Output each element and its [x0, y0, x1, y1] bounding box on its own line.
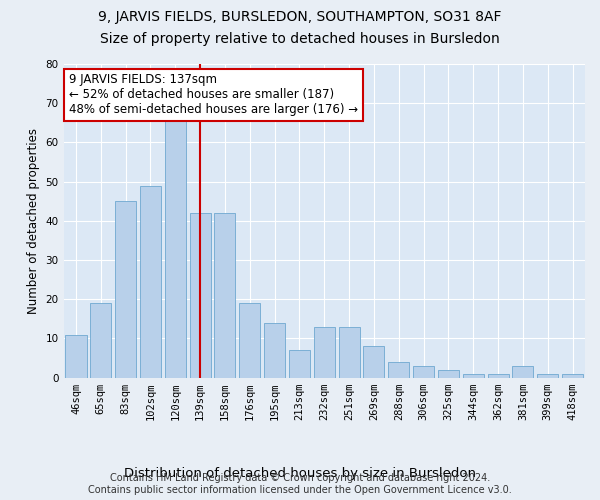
Bar — [438, 370, 459, 378]
Bar — [140, 186, 161, 378]
Bar — [488, 374, 509, 378]
Bar — [165, 119, 186, 378]
Bar — [239, 303, 260, 378]
Bar — [214, 213, 235, 378]
Bar — [413, 366, 434, 378]
Text: Size of property relative to detached houses in Bursledon: Size of property relative to detached ho… — [100, 32, 500, 46]
Bar — [512, 366, 533, 378]
Bar — [289, 350, 310, 378]
Bar — [190, 213, 211, 378]
Bar — [90, 303, 112, 378]
Bar — [463, 374, 484, 378]
Text: 9, JARVIS FIELDS, BURSLEDON, SOUTHAMPTON, SO31 8AF: 9, JARVIS FIELDS, BURSLEDON, SOUTHAMPTON… — [98, 10, 502, 24]
Text: Distribution of detached houses by size in Bursledon: Distribution of detached houses by size … — [124, 468, 476, 480]
Bar — [338, 326, 359, 378]
Text: 9 JARVIS FIELDS: 137sqm
← 52% of detached houses are smaller (187)
48% of semi-d: 9 JARVIS FIELDS: 137sqm ← 52% of detache… — [69, 74, 358, 116]
Bar — [537, 374, 559, 378]
Bar — [264, 323, 285, 378]
Y-axis label: Number of detached properties: Number of detached properties — [27, 128, 40, 314]
Bar — [115, 201, 136, 378]
Bar — [364, 346, 385, 378]
Bar — [314, 326, 335, 378]
Bar — [562, 374, 583, 378]
Text: Contains HM Land Registry data © Crown copyright and database right 2024.
Contai: Contains HM Land Registry data © Crown c… — [88, 474, 512, 495]
Bar — [388, 362, 409, 378]
Bar — [65, 334, 86, 378]
